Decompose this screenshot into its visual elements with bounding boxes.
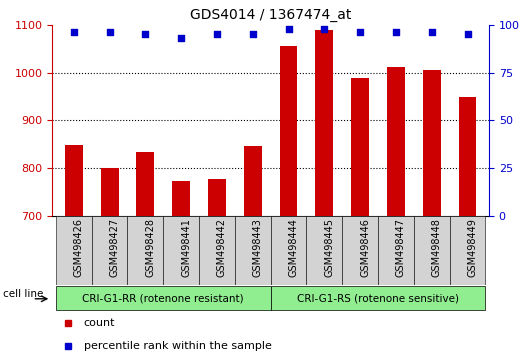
- Text: GSM498441: GSM498441: [181, 218, 191, 277]
- Point: [392, 30, 400, 35]
- Bar: [351, 78, 369, 216]
- Text: GSM498445: GSM498445: [324, 218, 334, 277]
- Text: GSM498444: GSM498444: [289, 218, 299, 277]
- Bar: [450, 216, 485, 285]
- Bar: [56, 216, 92, 285]
- Point: [248, 32, 257, 37]
- Text: GSM498427: GSM498427: [110, 218, 120, 277]
- Bar: [271, 216, 306, 285]
- Bar: [163, 216, 199, 285]
- Bar: [306, 216, 342, 285]
- Point: [356, 30, 365, 35]
- Text: GSM498426: GSM498426: [74, 218, 84, 277]
- Point: [70, 30, 78, 35]
- Text: GSM498442: GSM498442: [217, 218, 227, 277]
- Text: GSM498446: GSM498446: [360, 218, 370, 277]
- Bar: [280, 46, 298, 216]
- Bar: [271, 286, 485, 310]
- Text: count: count: [84, 318, 115, 328]
- Point: [427, 30, 436, 35]
- Point: [106, 30, 114, 35]
- Text: GSM498449: GSM498449: [468, 218, 477, 277]
- Text: percentile rank within the sample: percentile rank within the sample: [84, 341, 271, 351]
- Bar: [244, 146, 262, 216]
- Text: GSM498448: GSM498448: [431, 218, 442, 277]
- Point: [320, 26, 328, 32]
- Bar: [172, 181, 190, 216]
- Bar: [414, 216, 450, 285]
- Point: [463, 32, 472, 37]
- Point: [213, 32, 221, 37]
- Bar: [342, 216, 378, 285]
- Bar: [100, 168, 119, 216]
- Text: CRI-G1-RR (rotenone resistant): CRI-G1-RR (rotenone resistant): [83, 293, 244, 303]
- Point: [285, 26, 293, 32]
- Bar: [387, 67, 405, 216]
- Bar: [315, 29, 333, 216]
- Text: CRI-G1-RS (rotenone sensitive): CRI-G1-RS (rotenone sensitive): [297, 293, 459, 303]
- Bar: [137, 152, 154, 216]
- Text: GSM498447: GSM498447: [396, 218, 406, 277]
- Bar: [199, 216, 235, 285]
- Title: GDS4014 / 1367474_at: GDS4014 / 1367474_at: [190, 8, 351, 22]
- Bar: [423, 70, 441, 216]
- Bar: [92, 216, 128, 285]
- Bar: [235, 216, 271, 285]
- Point: [141, 32, 150, 37]
- Text: cell line: cell line: [3, 289, 43, 299]
- Bar: [208, 179, 226, 216]
- Bar: [378, 216, 414, 285]
- Text: GSM498443: GSM498443: [253, 218, 263, 277]
- Bar: [56, 286, 271, 310]
- Text: GSM498428: GSM498428: [145, 218, 155, 277]
- Point: [177, 35, 185, 41]
- Bar: [128, 216, 163, 285]
- Bar: [459, 97, 476, 216]
- Bar: [65, 145, 83, 216]
